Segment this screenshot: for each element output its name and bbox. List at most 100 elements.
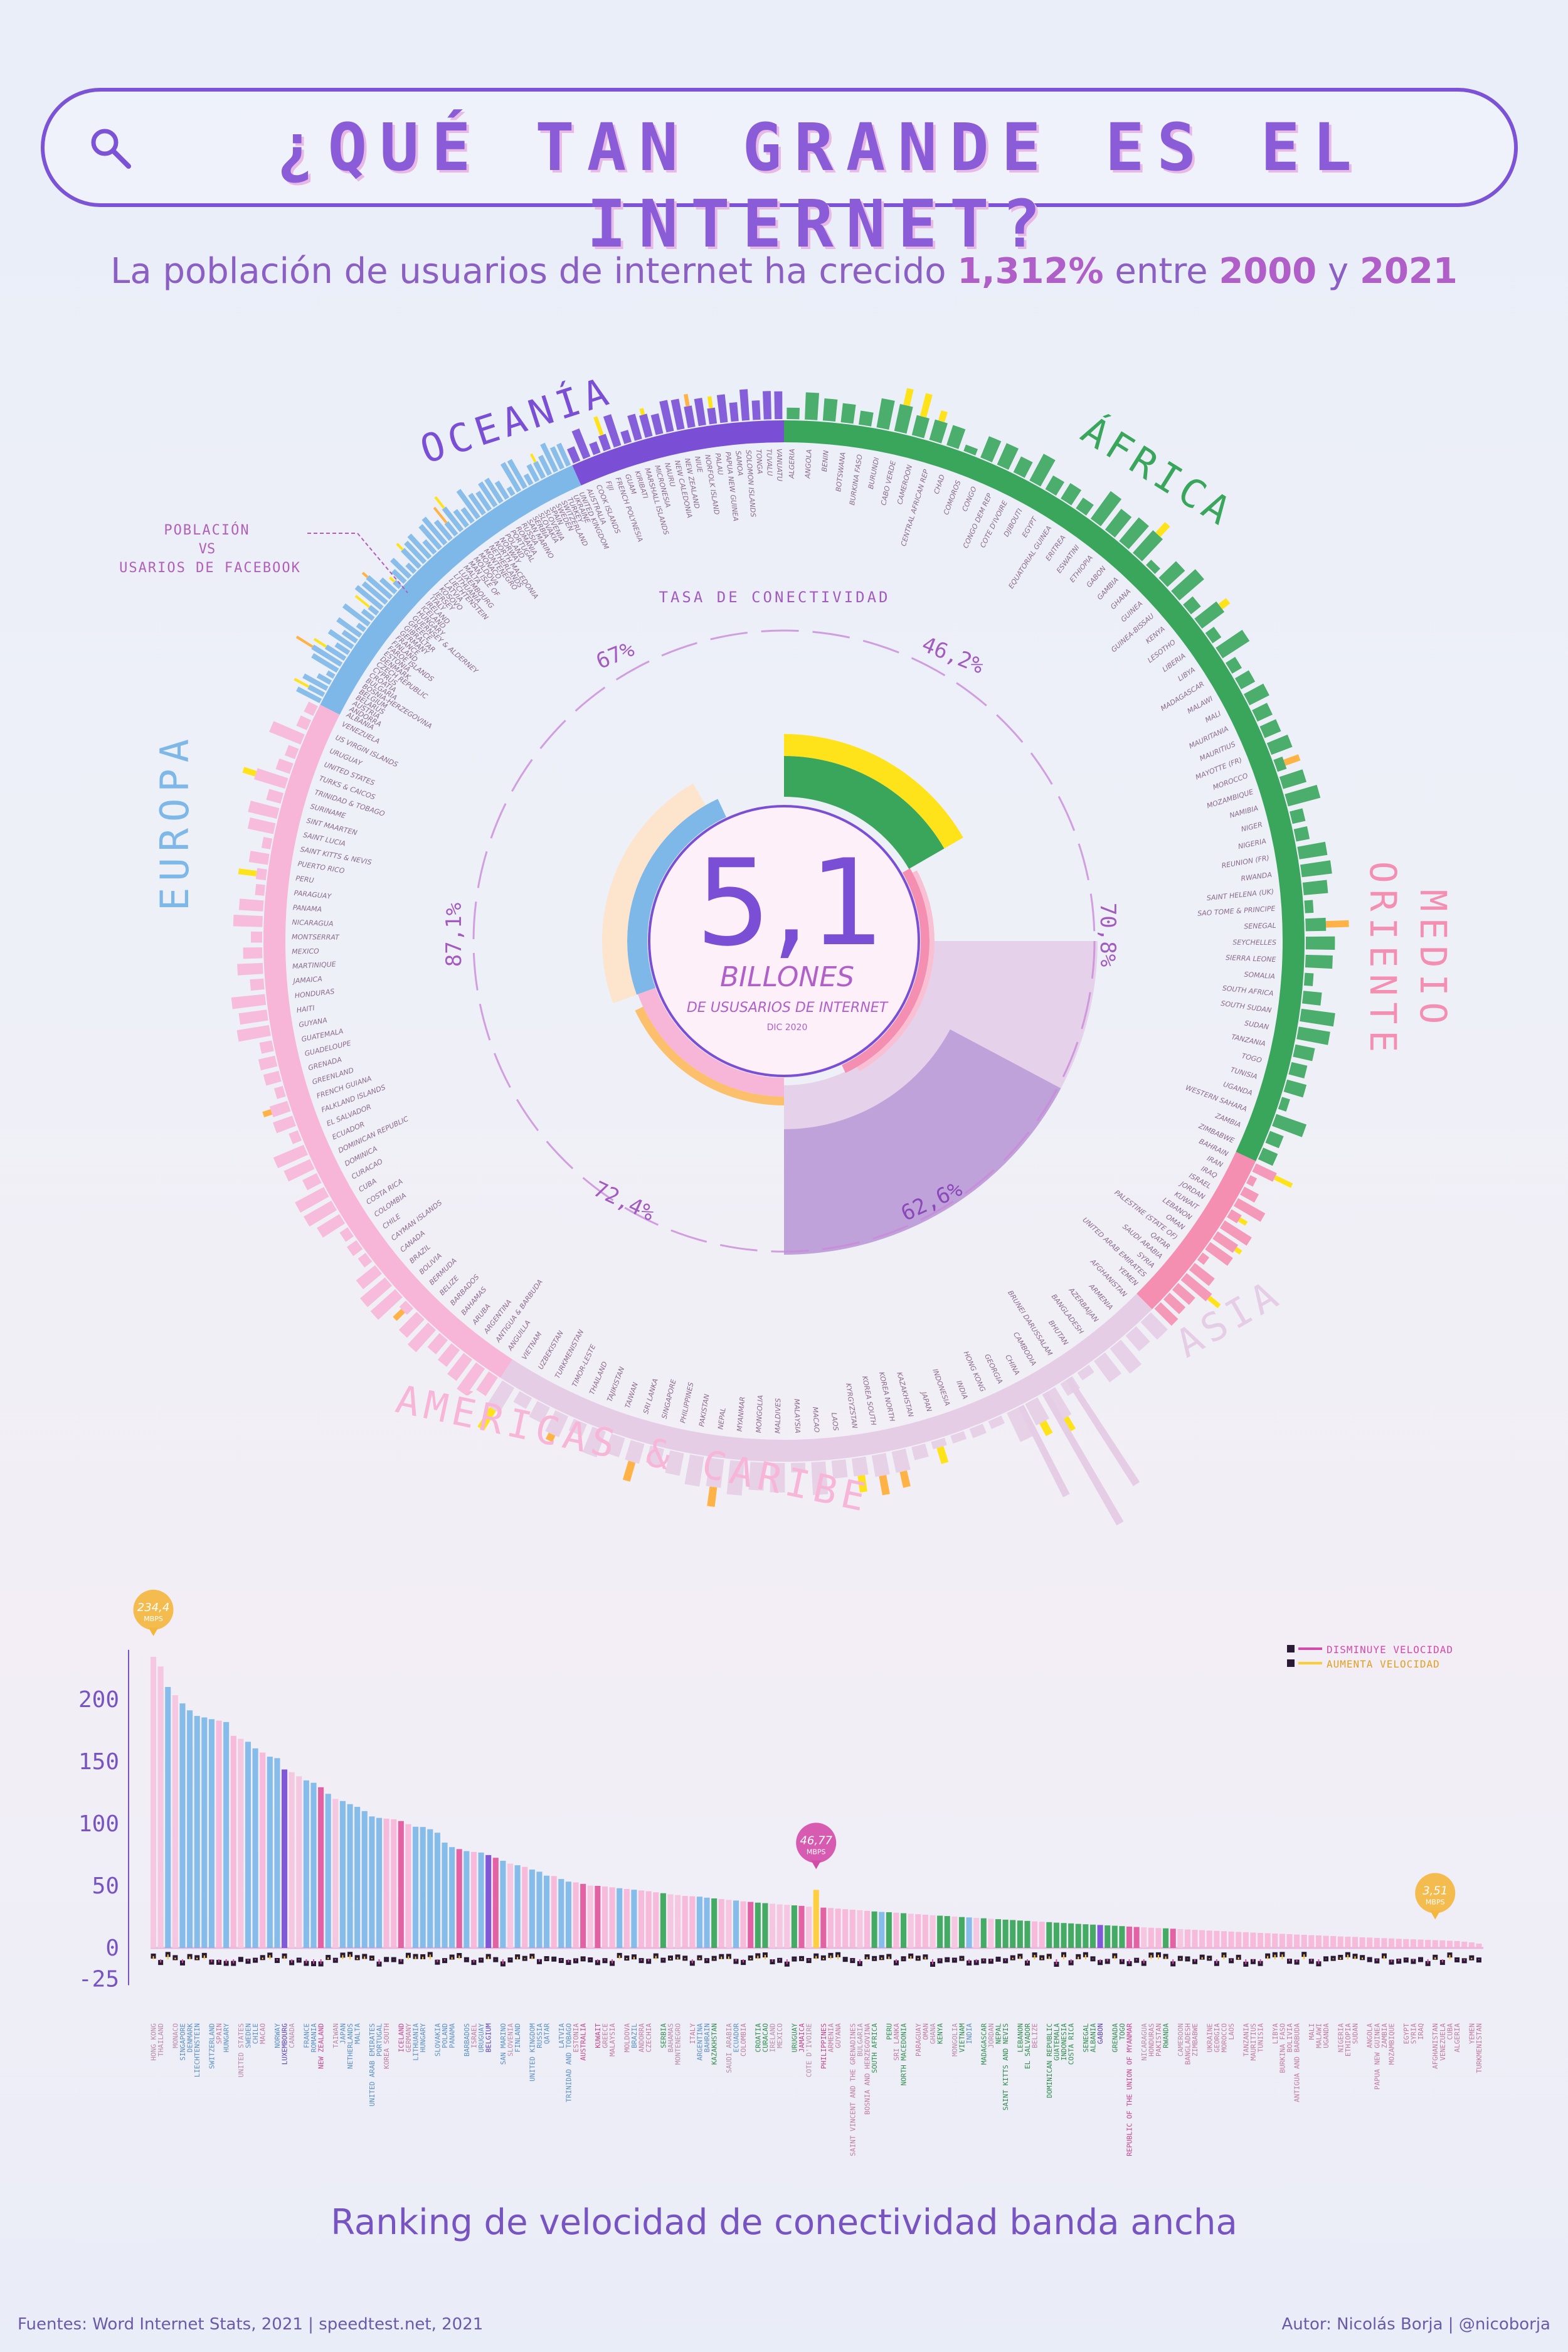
x-country-label: MONACO (171, 2023, 179, 2048)
x-country-label: MALAYSIA (608, 2023, 617, 2057)
facebook-bar (545, 1432, 556, 1442)
country-label: SINGAPORE (660, 1378, 678, 1420)
ranking-bar (748, 1902, 754, 1948)
x-country-label: JAPAN (339, 2023, 347, 2044)
ranking-bar (1250, 1932, 1256, 1948)
country-label: REUNION (FR) (1221, 854, 1270, 870)
change-marker (784, 1961, 790, 1967)
ring-segment-oceania (572, 420, 784, 486)
ranking-bar (223, 1721, 230, 1948)
facebook-bar (396, 543, 404, 551)
population-bar (1252, 703, 1273, 722)
population-bar (556, 442, 571, 467)
y-tick-label: -25 (78, 1967, 119, 1993)
ranking-bar (1024, 1920, 1030, 1948)
population-bar (1180, 1273, 1212, 1302)
x-country-label: CAMEROON (1177, 2023, 1185, 2057)
population-bar (231, 994, 267, 1009)
ranking-bar (456, 1849, 462, 1948)
change-marker (1287, 1959, 1293, 1964)
ranking-bar (296, 1776, 302, 1948)
x-country-label: POLAND (441, 2023, 449, 2048)
population-bar (316, 673, 332, 685)
ranking-bar (951, 1916, 958, 1948)
ranking-bar (1476, 1944, 1482, 1948)
x-country-label: URUGUAY (790, 2023, 798, 2053)
change-marker (945, 1957, 950, 1962)
population-bar (706, 1457, 724, 1488)
population-bar (421, 516, 448, 546)
y-tick-label: 100 (78, 1811, 119, 1837)
change-marker (981, 1958, 987, 1964)
population-bar (507, 459, 527, 489)
country-label: BURKINA FASO (848, 454, 864, 506)
population-bar (1205, 626, 1222, 644)
x-country-label: KAZAKHSTAN (711, 2023, 719, 2065)
change-marker (770, 1959, 775, 1965)
ranking-bar (958, 1917, 965, 1948)
population-bar (250, 931, 263, 943)
population-bar (787, 407, 800, 420)
population-bar (963, 444, 978, 455)
ranking-bar (413, 1826, 419, 1948)
search-icon (91, 129, 131, 169)
change-marker (1098, 1960, 1103, 1966)
change-marker (1381, 1953, 1387, 1959)
x-country-label: MOZAMBIQUE (1388, 2023, 1396, 2065)
ranking-bar (1126, 1926, 1133, 1948)
x-country-label: TANZANIA (1242, 2023, 1250, 2057)
population-bar (1302, 880, 1328, 895)
change-marker (959, 1956, 965, 1961)
ranking-bar (1286, 1934, 1293, 1948)
ranking-bar (1097, 1925, 1103, 1948)
annotation-bubble (133, 1589, 174, 1630)
ranking-bar (1184, 1929, 1190, 1948)
ranking-bar (893, 1912, 899, 1948)
x-country-label: HUNGARY (419, 2023, 427, 2053)
population-bar-outlier (1042, 1392, 1124, 1526)
x-country-label: ALGERIA (1453, 2023, 1461, 2053)
population-bar (598, 434, 611, 452)
country-label: BENIN (820, 450, 830, 472)
population-bar (1285, 784, 1321, 807)
change-marker (376, 1961, 382, 1967)
change-marker (449, 1954, 455, 1960)
x-country-label: UNITED ARAB EMIRATES (368, 2023, 376, 2106)
x-country-label: MOLDOVA (623, 2023, 631, 2053)
ranking-bar (726, 1900, 732, 1948)
x-country-label: RWANDA (1162, 2023, 1170, 2048)
annotation-bubble (1415, 1873, 1456, 1913)
population-bar (1163, 1292, 1186, 1314)
change-marker (1214, 1961, 1219, 1966)
x-country-label: MALTA (354, 2023, 362, 2044)
x-country-label: SLOVENIA (507, 2023, 515, 2057)
x-country-label: BARBADOS (463, 2023, 471, 2057)
annotation-vs: VS (199, 541, 216, 557)
country-label: THAILAND (588, 1360, 609, 1396)
x-country-label: CANADA (288, 2023, 296, 2048)
change-marker (384, 1957, 389, 1962)
ranking-bar (675, 1895, 681, 1948)
x-country-label: LUXEMBOURG (281, 2023, 289, 2065)
facebook-bar (1039, 1420, 1053, 1437)
ranking-bar (740, 1901, 746, 1948)
country-label: CHAD (933, 474, 947, 495)
x-country-label: COLOMBIA (739, 2023, 748, 2057)
change-marker (493, 1957, 499, 1962)
facebook-bar (938, 410, 948, 423)
center-caption: DE USUSARIOS DE INTERNET (687, 1000, 889, 1016)
ranking-bar (1389, 1938, 1395, 1948)
ranking-bar (966, 1917, 972, 1948)
annotation-value: 46,77 (800, 1834, 832, 1847)
ranking-bar (631, 1890, 637, 1948)
country-label: LIBERIA (1161, 652, 1187, 674)
population-bar (1240, 1186, 1259, 1203)
change-marker (988, 1959, 993, 1964)
legend-aumenta: AUMENTA VELOCIDAD (1327, 1658, 1440, 1670)
center-unit: BILLONES (720, 961, 854, 993)
pct-oceania: 67% (593, 637, 638, 674)
population-bar (478, 481, 498, 508)
population-bar (247, 817, 276, 834)
ranking-bar (529, 1870, 535, 1948)
x-country-label: NEW ZEALAND (317, 2023, 326, 2069)
